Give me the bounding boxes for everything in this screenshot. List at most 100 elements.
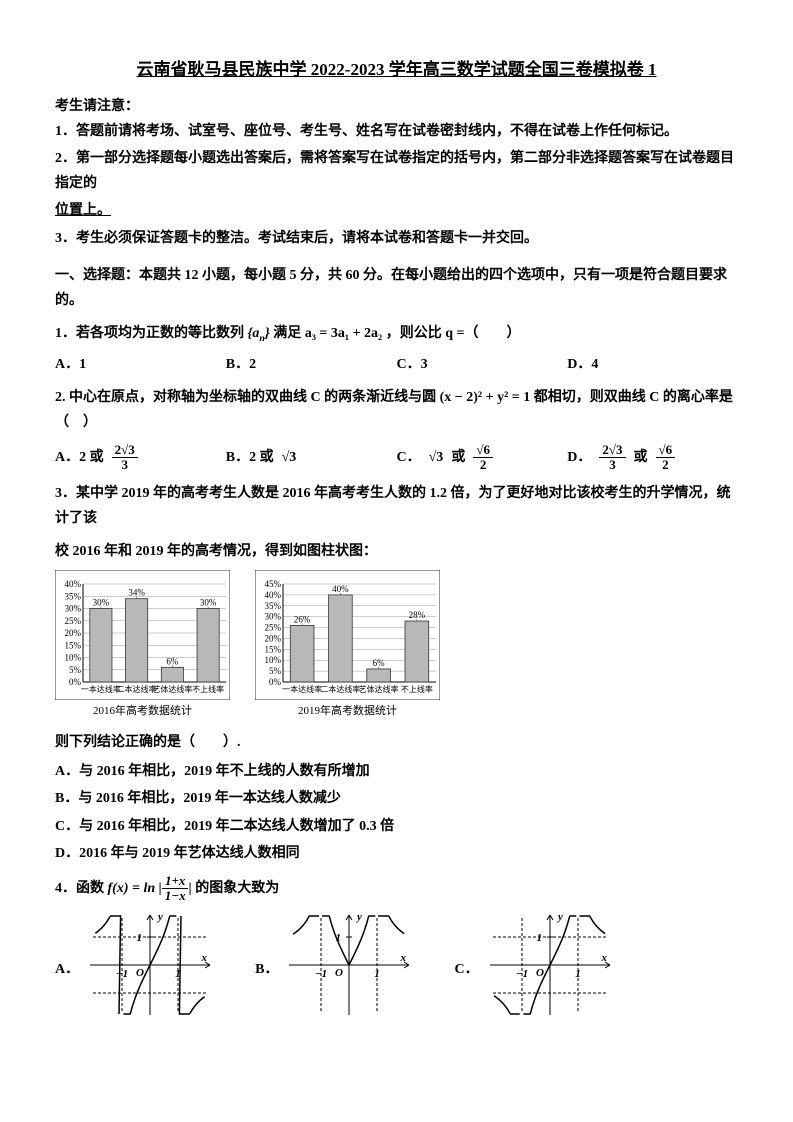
svg-text:40%: 40% — [265, 590, 282, 600]
chart-2019: 0%5%10%15%20%25%30%35%40%45%26%一本达线率40%二… — [255, 570, 440, 700]
svg-text:20%: 20% — [265, 634, 282, 644]
svg-text:25%: 25% — [265, 623, 282, 633]
page-title: 云南省耿马县民族中学 2022-2023 学年高三数学试题全国三卷模拟卷 1 — [55, 55, 738, 86]
q1-opt-b[interactable]: B．2 — [226, 352, 397, 377]
q2-opt-c-sqrt1: √3 — [429, 445, 444, 470]
q4-stem-b: 的图象大致为 — [195, 881, 279, 896]
notice-2a: 2．第一部分选择题每小题选出答案后，需将答案写在试卷指定的括号内，第二部分非选择… — [55, 146, 738, 196]
q2-options: A．2 或 2√33 B．2 或 √3 C． √3 或 √62 D． 2√33 … — [55, 443, 738, 473]
svg-text:1: 1 — [536, 932, 542, 944]
svg-text:30%: 30% — [200, 598, 217, 608]
svg-text:一本达线率: 一本达线率 — [81, 684, 121, 694]
svg-text:30%: 30% — [93, 598, 110, 608]
q4-stem: 4．函数 f(x) = ln |1+x1−x| 的图象大致为 — [55, 874, 738, 904]
notice-3: 3．考生必须保证答题卡的整洁。考试结束后，请将本试卷和答题卡一并交回。 — [55, 226, 738, 251]
q1-options: A．1 B．2 C．3 D．4 — [55, 352, 738, 377]
charts-row: 0%5%10%15%20%25%30%35%40%30%一本达线率34%二本达线… — [55, 570, 738, 722]
svg-text:35%: 35% — [265, 601, 282, 611]
svg-text:x: x — [201, 952, 208, 964]
svg-text:y: y — [556, 911, 563, 923]
svg-text:45%: 45% — [265, 579, 282, 589]
q2-opt-c[interactable]: C． √3 或 √62 — [397, 443, 568, 473]
q3-conclude: 则下列结论正确的是（ ）. — [55, 730, 738, 755]
chart-2019-wrap: 0%5%10%15%20%25%30%35%40%45%26%一本达线率40%二… — [255, 570, 440, 722]
q1-opt-a[interactable]: A．1 — [55, 352, 226, 377]
q4-opt-b-label: B． — [255, 957, 278, 982]
notice-heading: 考生请注意： — [55, 94, 738, 119]
q3-opt-c[interactable]: C．与 2016 年相比，2019 年二本达线人数增加了 0.3 倍 — [55, 814, 738, 839]
svg-text:艺体达线率: 艺体达线率 — [359, 684, 399, 694]
svg-text:10%: 10% — [265, 655, 282, 665]
svg-text:28%: 28% — [409, 610, 426, 620]
svg-text:15%: 15% — [65, 640, 82, 650]
svg-text:不上线率: 不上线率 — [192, 684, 224, 694]
q2-opt-c-frac: √62 — [473, 443, 493, 473]
svg-text:O: O — [536, 967, 544, 979]
svg-text:26%: 26% — [294, 615, 311, 625]
svg-text:15%: 15% — [265, 645, 282, 655]
graph-a: xyO−111 — [85, 910, 215, 1029]
q2-opt-c-label: C． — [397, 445, 421, 470]
q4-opt-c-label: C． — [454, 957, 478, 982]
graph-b: xyO−111 — [284, 910, 414, 1029]
svg-text:30%: 30% — [265, 612, 282, 622]
q1-opt-d[interactable]: D．4 — [567, 352, 738, 377]
svg-text:x: x — [400, 952, 407, 964]
graph-c: x y O −1 1 1 — [485, 910, 615, 1029]
notice-2b-text: 位置上。 — [55, 203, 111, 218]
svg-text:y: y — [156, 911, 163, 923]
q4-graphs: A． xyO−111 B． xyO−111 C． xyO−111 — [55, 910, 738, 1029]
q4-func: f(x) = ln |1+x1−x| — [108, 881, 192, 896]
svg-text:34%: 34% — [128, 588, 145, 598]
q1-stem: 1．若各项均为正数的等比数列 {an} 满足 a₃ = 3a₁ + 2a₂ ，则… — [55, 321, 738, 347]
q1-stem-a: 1．若各项均为正数的等比数列 — [55, 326, 244, 341]
notice-1: 1．答题前请将考场、试室号、座位号、考生号、姓名写在试卷密封线内，不得在试卷上作… — [55, 119, 738, 144]
q2-opt-a[interactable]: A．2 或 2√33 — [55, 443, 226, 473]
q1-stem-b: 满足 a₃ = 3a₁ + 2a₂ ，则公比 q =（ ） — [273, 326, 520, 341]
q2-opt-d[interactable]: D． 2√33 或 √62 — [567, 443, 738, 473]
q2-opt-c-or: 或 — [451, 445, 465, 470]
q2-opt-a-label: A．2 或 — [55, 445, 104, 470]
q3-opt-b[interactable]: B．与 2016 年相比，2019 年一本达线人数减少 — [55, 786, 738, 811]
section-1-heading: 一、选择题：本题共 12 小题，每小题 5 分，共 60 分。在每小题给出的四个… — [55, 263, 738, 313]
q2-opt-b[interactable]: B．2 或 √3 — [226, 443, 397, 473]
chart-2016-title: 2016年高考数据统计 — [93, 702, 192, 722]
svg-text:O: O — [136, 967, 144, 979]
svg-text:30%: 30% — [65, 604, 82, 614]
svg-text:0%: 0% — [269, 677, 282, 687]
svg-text:6%: 6% — [373, 658, 386, 668]
q2-opt-d-label: D． — [567, 445, 591, 470]
svg-text:1: 1 — [375, 968, 381, 980]
svg-text:不上线率: 不上线率 — [401, 684, 433, 694]
q1-opt-c[interactable]: C．3 — [397, 352, 568, 377]
svg-text:艺体达线率: 艺体达线率 — [152, 684, 192, 694]
q4-opt-b[interactable]: B． xyO−111 — [255, 910, 414, 1029]
svg-text:x: x — [600, 952, 607, 964]
q2-stem: 2. 中心在原点，对称轴为坐标轴的双曲线 C 的两条渐近线与圆 (x − 2)²… — [55, 385, 738, 435]
q2-opt-b-label: B．2 或 — [226, 445, 274, 470]
svg-text:40%: 40% — [65, 579, 82, 589]
svg-text:−1: −1 — [116, 968, 128, 980]
svg-text:二本达线率: 二本达线率 — [117, 684, 157, 694]
svg-text:y: y — [355, 911, 362, 923]
svg-text:6%: 6% — [166, 657, 179, 667]
svg-text:−1: −1 — [516, 968, 528, 980]
svg-text:二本达线率: 二本达线率 — [320, 684, 360, 694]
svg-text:10%: 10% — [65, 653, 82, 663]
q4-opt-a[interactable]: A． xyO−111 — [55, 910, 215, 1029]
q3-line2: 校 2016 年和 2019 年的高考情况，得到如图柱状图： — [55, 539, 738, 564]
q2-opt-d-frac2: √62 — [656, 443, 676, 473]
svg-text:O: O — [336, 967, 344, 979]
q3-opt-d[interactable]: D．2016 年与 2019 年艺体达线人数相同 — [55, 841, 738, 866]
q3-line1: 3．某中学 2019 年的高考考生人数是 2016 年高考考生人数的 1.2 倍… — [55, 481, 738, 531]
svg-text:一本达线率: 一本达线率 — [282, 684, 322, 694]
q4-opt-c[interactable]: C． x y O −1 1 1 — [454, 910, 614, 1029]
chart-2019-title: 2019年高考数据统计 — [298, 702, 397, 722]
svg-text:1: 1 — [575, 968, 581, 980]
svg-text:20%: 20% — [65, 628, 82, 638]
q3-opt-a[interactable]: A．与 2016 年相比，2019 年不上线的人数有所增加 — [55, 759, 738, 784]
svg-text:40%: 40% — [332, 584, 349, 594]
q4-stem-a: 4．函数 — [55, 881, 108, 896]
svg-text:25%: 25% — [65, 616, 82, 626]
q2-opt-d-or: 或 — [634, 445, 648, 470]
